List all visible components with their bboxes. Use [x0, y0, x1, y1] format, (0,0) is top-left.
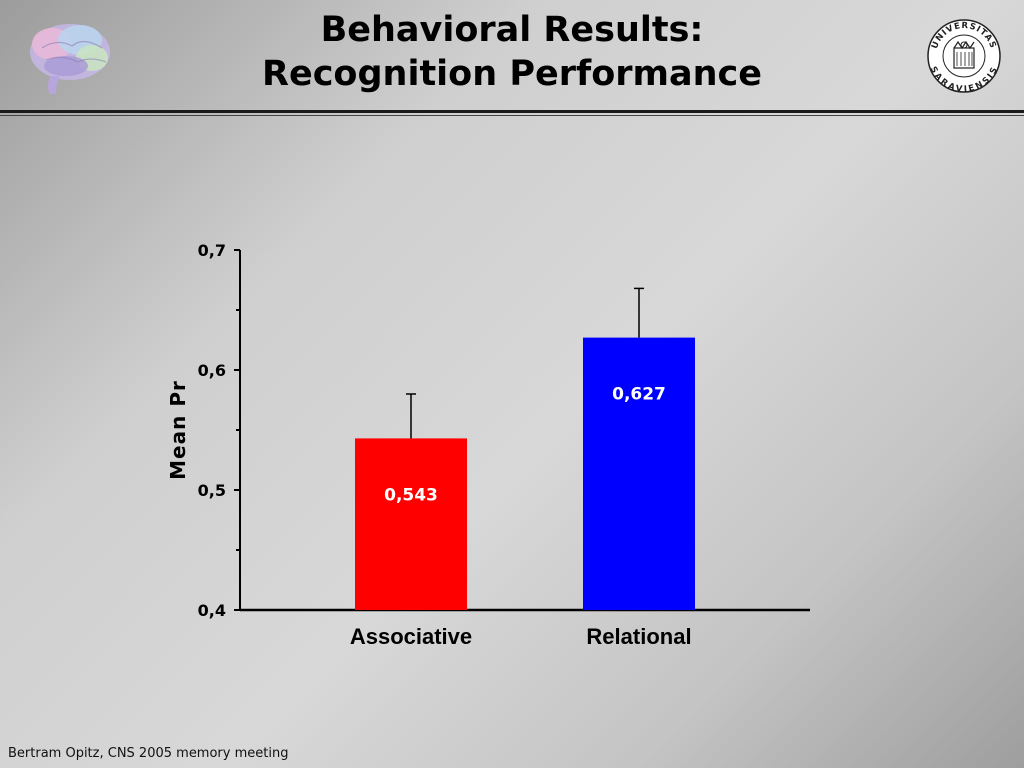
- bar-associative: [355, 438, 467, 610]
- university-seal-icon: UNIVERSITAS SARAVIENSIS: [927, 19, 1001, 94]
- bar-relational: [583, 337, 695, 610]
- x-tick-label: Relational: [586, 624, 691, 649]
- data-label-2: 0,627: [612, 385, 666, 405]
- data-label-1: 0,543: [384, 485, 438, 505]
- y-tick-label: 0,4: [198, 601, 226, 620]
- brain-icon: [30, 24, 110, 94]
- page-title: Behavioral Results: Recognition Performa…: [0, 8, 1024, 96]
- y-tick-label: 0,5: [198, 481, 226, 500]
- title-line-2: Recognition Performance: [262, 54, 762, 94]
- footer-credit: Bertram Opitz, CNS 2005 memory meeting: [8, 746, 289, 761]
- y-axis-label: Mean Pr: [166, 380, 190, 480]
- title-line-1: Behavioral Results:: [320, 10, 704, 50]
- y-tick-label: 0,6: [198, 361, 226, 380]
- header-divider-thick: [0, 110, 1024, 113]
- bar-chart: 0,4 0,5 0,6 0,7 Mean Pr 0,543 Associative 0,627…: [166, 241, 810, 649]
- slide-header: Behavioral Results: Recognition Performa…: [0, 0, 1024, 116]
- header-divider-thin: [0, 115, 1024, 116]
- x-tick-label: Associative: [350, 624, 472, 649]
- y-tick-label: 0,7: [198, 241, 226, 260]
